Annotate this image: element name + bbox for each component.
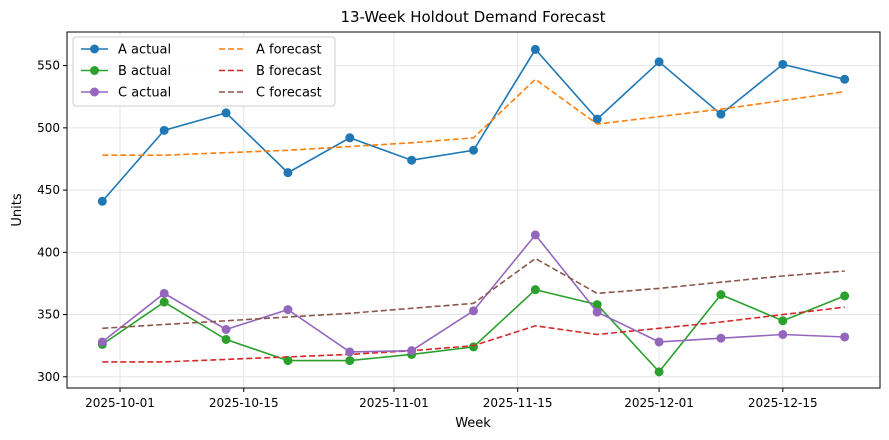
legend-label: A forecast (256, 43, 322, 58)
x-axis: 2025-10-01 2025-10-15 2025-11-01 2025-11-15… (85, 388, 818, 410)
legend-label: A actual (118, 43, 171, 58)
legend-box (72, 36, 336, 107)
data-point (159, 297, 169, 307)
data-point (530, 285, 540, 295)
data-point (716, 333, 726, 343)
data-point (159, 288, 169, 298)
data-point (221, 108, 231, 118)
data-point (592, 307, 602, 317)
data-point (407, 346, 417, 356)
x-tick-label: 2025-11-01 (359, 396, 429, 410)
y-tick-label: 550 (37, 59, 60, 73)
x-tick-label: 2025-11-15 (483, 396, 553, 410)
series-a-forecast (102, 78, 845, 156)
data-point (716, 109, 726, 119)
legend-marker (90, 44, 99, 54)
data-point (592, 114, 602, 124)
series-b-forecast (102, 306, 845, 363)
data-point (778, 316, 788, 326)
data-point (345, 133, 355, 143)
series-line (102, 306, 845, 363)
data-point (345, 347, 355, 357)
series-line (102, 78, 845, 156)
legend-item: A actual (81, 43, 171, 58)
series-b-actual (97, 285, 850, 377)
y-tick-label: 500 (37, 121, 60, 135)
data-point (407, 155, 417, 165)
data-point (97, 337, 107, 347)
legend-item: C actual (81, 86, 171, 101)
plot-frame (66, 31, 881, 389)
legend-marker (90, 87, 99, 97)
series-a-actual (97, 44, 850, 206)
data-point (283, 356, 293, 366)
data-point (530, 44, 540, 54)
x-tick-label: 2025-12-15 (748, 396, 818, 410)
y-tick-label: 450 (37, 183, 60, 197)
legend-item: C forecast (219, 86, 322, 101)
y-axis: 300 350 400 450 500 550 (37, 59, 67, 384)
data-point (283, 305, 293, 315)
data-point (469, 342, 478, 352)
data-point (345, 356, 355, 366)
data-point (469, 145, 478, 155)
legend-item: B actual (81, 64, 171, 79)
series-c-forecast (102, 257, 845, 330)
series-layer (97, 44, 850, 377)
y-tick-label: 350 (37, 308, 60, 322)
data-point (778, 59, 788, 69)
legend: A actual A forecast B actual B forecast C ac… (72, 36, 336, 107)
data-point (221, 324, 231, 334)
data-point (654, 367, 664, 377)
data-point (592, 300, 602, 310)
series-line (102, 257, 845, 330)
data-point (97, 196, 107, 206)
y-tick-label: 400 (37, 245, 60, 259)
data-point (530, 230, 540, 240)
legend-label: B actual (118, 64, 171, 79)
chart-title: 13-Week Holdout Demand Forecast (340, 8, 605, 26)
legend-label: B forecast (256, 64, 322, 79)
x-tick-label: 2025-12-01 (624, 396, 694, 410)
legend-item: B forecast (219, 64, 322, 79)
data-point (221, 334, 231, 344)
data-point (840, 332, 850, 342)
x-tick-label: 2025-10-15 (209, 396, 279, 410)
data-point (654, 337, 664, 347)
legend-item: A forecast (219, 43, 322, 58)
legend-marker (90, 66, 99, 75)
data-point (778, 329, 788, 339)
y-tick-label: 300 (37, 370, 60, 384)
data-point (840, 291, 850, 301)
x-tick-label: 2025-10-01 (85, 396, 155, 410)
data-point (469, 306, 478, 316)
x-axis-label: Week (455, 416, 491, 431)
data-point (283, 168, 293, 178)
y-axis-label: Units (10, 193, 25, 226)
data-point (159, 125, 169, 135)
legend-label: C actual (118, 86, 171, 101)
legend-label: C forecast (256, 86, 322, 101)
data-point (840, 74, 850, 84)
series-c-actual (97, 230, 850, 357)
data-point (654, 57, 664, 67)
data-point (716, 290, 726, 300)
